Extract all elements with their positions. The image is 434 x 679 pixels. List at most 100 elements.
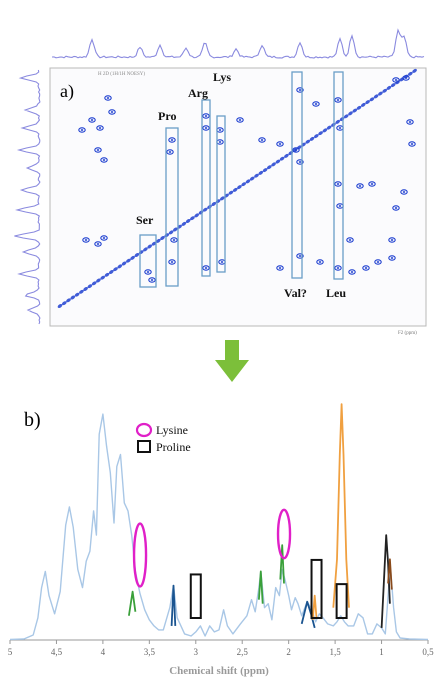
- cross-peak-core: [370, 183, 374, 185]
- diagonal-peak: [190, 216, 195, 221]
- cross-peak-core: [390, 257, 394, 259]
- diagonal-peak: [168, 230, 174, 235]
- lys-box: [216, 115, 226, 273]
- cross-peak-core: [90, 119, 94, 121]
- cross-peak-core: [80, 129, 84, 131]
- cross-peak-core: [336, 183, 340, 185]
- cross-peak-core: [218, 141, 222, 143]
- diagonal-peak: [241, 182, 247, 187]
- arg-label: Arg: [188, 86, 208, 100]
- ser-label: Ser: [136, 213, 154, 227]
- box-labels: Ser Pro Arg Lys Val? Leu: [136, 70, 346, 300]
- diagonal-peak: [348, 111, 353, 116]
- cross-peak: [316, 259, 324, 265]
- diagonal-peak: [57, 304, 63, 308]
- proton-spectrum-panel: 5 4,5 4 3,5 3 2,5 2 1,5 1 0,5 Chemical shift (ppm…: [8, 403, 434, 677]
- cross-peak: [334, 265, 342, 271]
- diagonal-peak: [126, 258, 131, 263]
- cross-peak: [96, 125, 104, 131]
- cross-peak-core: [350, 271, 354, 273]
- cross-peak-core: [338, 205, 342, 207]
- top-projection-trace: [51, 28, 425, 59]
- spectrum-series-line: [279, 544, 285, 584]
- cross-peak-core: [172, 239, 176, 241]
- panel-b-label: b): [24, 409, 41, 431]
- cross-peak-core: [106, 97, 110, 99]
- diagonal-peak: [275, 159, 281, 164]
- diagonal-peak: [412, 68, 417, 73]
- cross-peak: [148, 277, 156, 283]
- diagonal-peak: [266, 165, 272, 170]
- diagonal-peak: [356, 105, 362, 110]
- diagonal-peak: [407, 71, 413, 76]
- cross-peak-core: [402, 191, 406, 193]
- cross-peak-core: [376, 261, 380, 263]
- diagonal-peak: [74, 292, 80, 297]
- cross-peak: [392, 77, 400, 83]
- cross-peak: [168, 259, 176, 265]
- spectrum-series-line: [258, 570, 264, 604]
- legend: Lysine Proline: [135, 422, 191, 454]
- cross-peak-core: [358, 185, 362, 187]
- diagonal-peak: [70, 295, 76, 300]
- diagonal-peak: [228, 190, 234, 195]
- diagonal-peak: [219, 196, 225, 201]
- noesy-2d-panel: H 2D (1H/1H NOESY) a) Ser Pro Arg Lys Va…: [14, 28, 427, 336]
- cross-peak: [94, 241, 102, 247]
- diagonal-peak: [352, 108, 358, 113]
- diagonal-peak: [245, 179, 251, 184]
- cross-peak-core: [298, 161, 302, 163]
- cross-peak: [400, 189, 408, 195]
- cross-peak: [276, 265, 284, 271]
- cross-peak-core: [408, 121, 412, 123]
- diagonal-peak: [322, 128, 328, 133]
- cross-peak-core: [102, 237, 106, 239]
- diagonal-peak: [378, 91, 383, 96]
- cross-peak: [170, 237, 178, 243]
- x-ticks: 5 4,5 4 3,5 3 2,5 2 1,5 1 0,5: [8, 640, 434, 657]
- cross-peak-core: [364, 267, 368, 269]
- cross-peak: [78, 127, 86, 133]
- diagonal-peak: [194, 213, 200, 218]
- cross-peak-core: [298, 255, 302, 257]
- f2-axis-unit: F2 (ppm): [398, 331, 417, 336]
- leu-box: [333, 71, 344, 280]
- diagonal-peak: [172, 227, 178, 232]
- cross-peak-core: [410, 143, 414, 145]
- diagonal-peak: [79, 289, 84, 294]
- cross-peak: [374, 259, 382, 265]
- cross-peak-core: [336, 267, 340, 269]
- cross-peak: [348, 269, 356, 275]
- diagonal-peaks: [57, 68, 417, 308]
- cross-peak: [82, 237, 90, 243]
- cross-peak-core: [150, 279, 154, 281]
- diagonal-peak: [313, 134, 319, 139]
- cross-peak-core: [278, 267, 282, 269]
- cross-peak: [334, 97, 342, 103]
- cross-peak: [168, 137, 176, 143]
- diagonal-peak: [61, 301, 67, 306]
- cross-peak: [108, 109, 116, 115]
- cross-peak: [402, 75, 410, 81]
- cross-peak: [100, 157, 108, 163]
- cross-peak-core: [218, 129, 222, 131]
- cross-peak-core: [278, 143, 282, 145]
- x-tick-label: 4: [101, 647, 106, 657]
- diagonal-peak: [160, 236, 165, 240]
- diagonal-peak: [284, 153, 289, 158]
- proline-marker: [335, 583, 348, 619]
- diagonal-peak: [343, 114, 349, 119]
- cross-peaks: [78, 75, 416, 283]
- diagonal-peak: [66, 298, 71, 303]
- cross-peak: [100, 235, 108, 241]
- cross-peak: [362, 265, 370, 271]
- diagonal-peak: [151, 241, 157, 246]
- x-tick-label: 5: [8, 647, 13, 657]
- cross-peak-core: [168, 151, 172, 153]
- diagonal-peak: [335, 119, 341, 124]
- diagonal-peak: [100, 275, 106, 280]
- x-tick-label: 2: [286, 647, 291, 657]
- cross-peak-core: [394, 79, 398, 81]
- cross-peak-core: [102, 159, 106, 161]
- cross-peak: [388, 255, 396, 261]
